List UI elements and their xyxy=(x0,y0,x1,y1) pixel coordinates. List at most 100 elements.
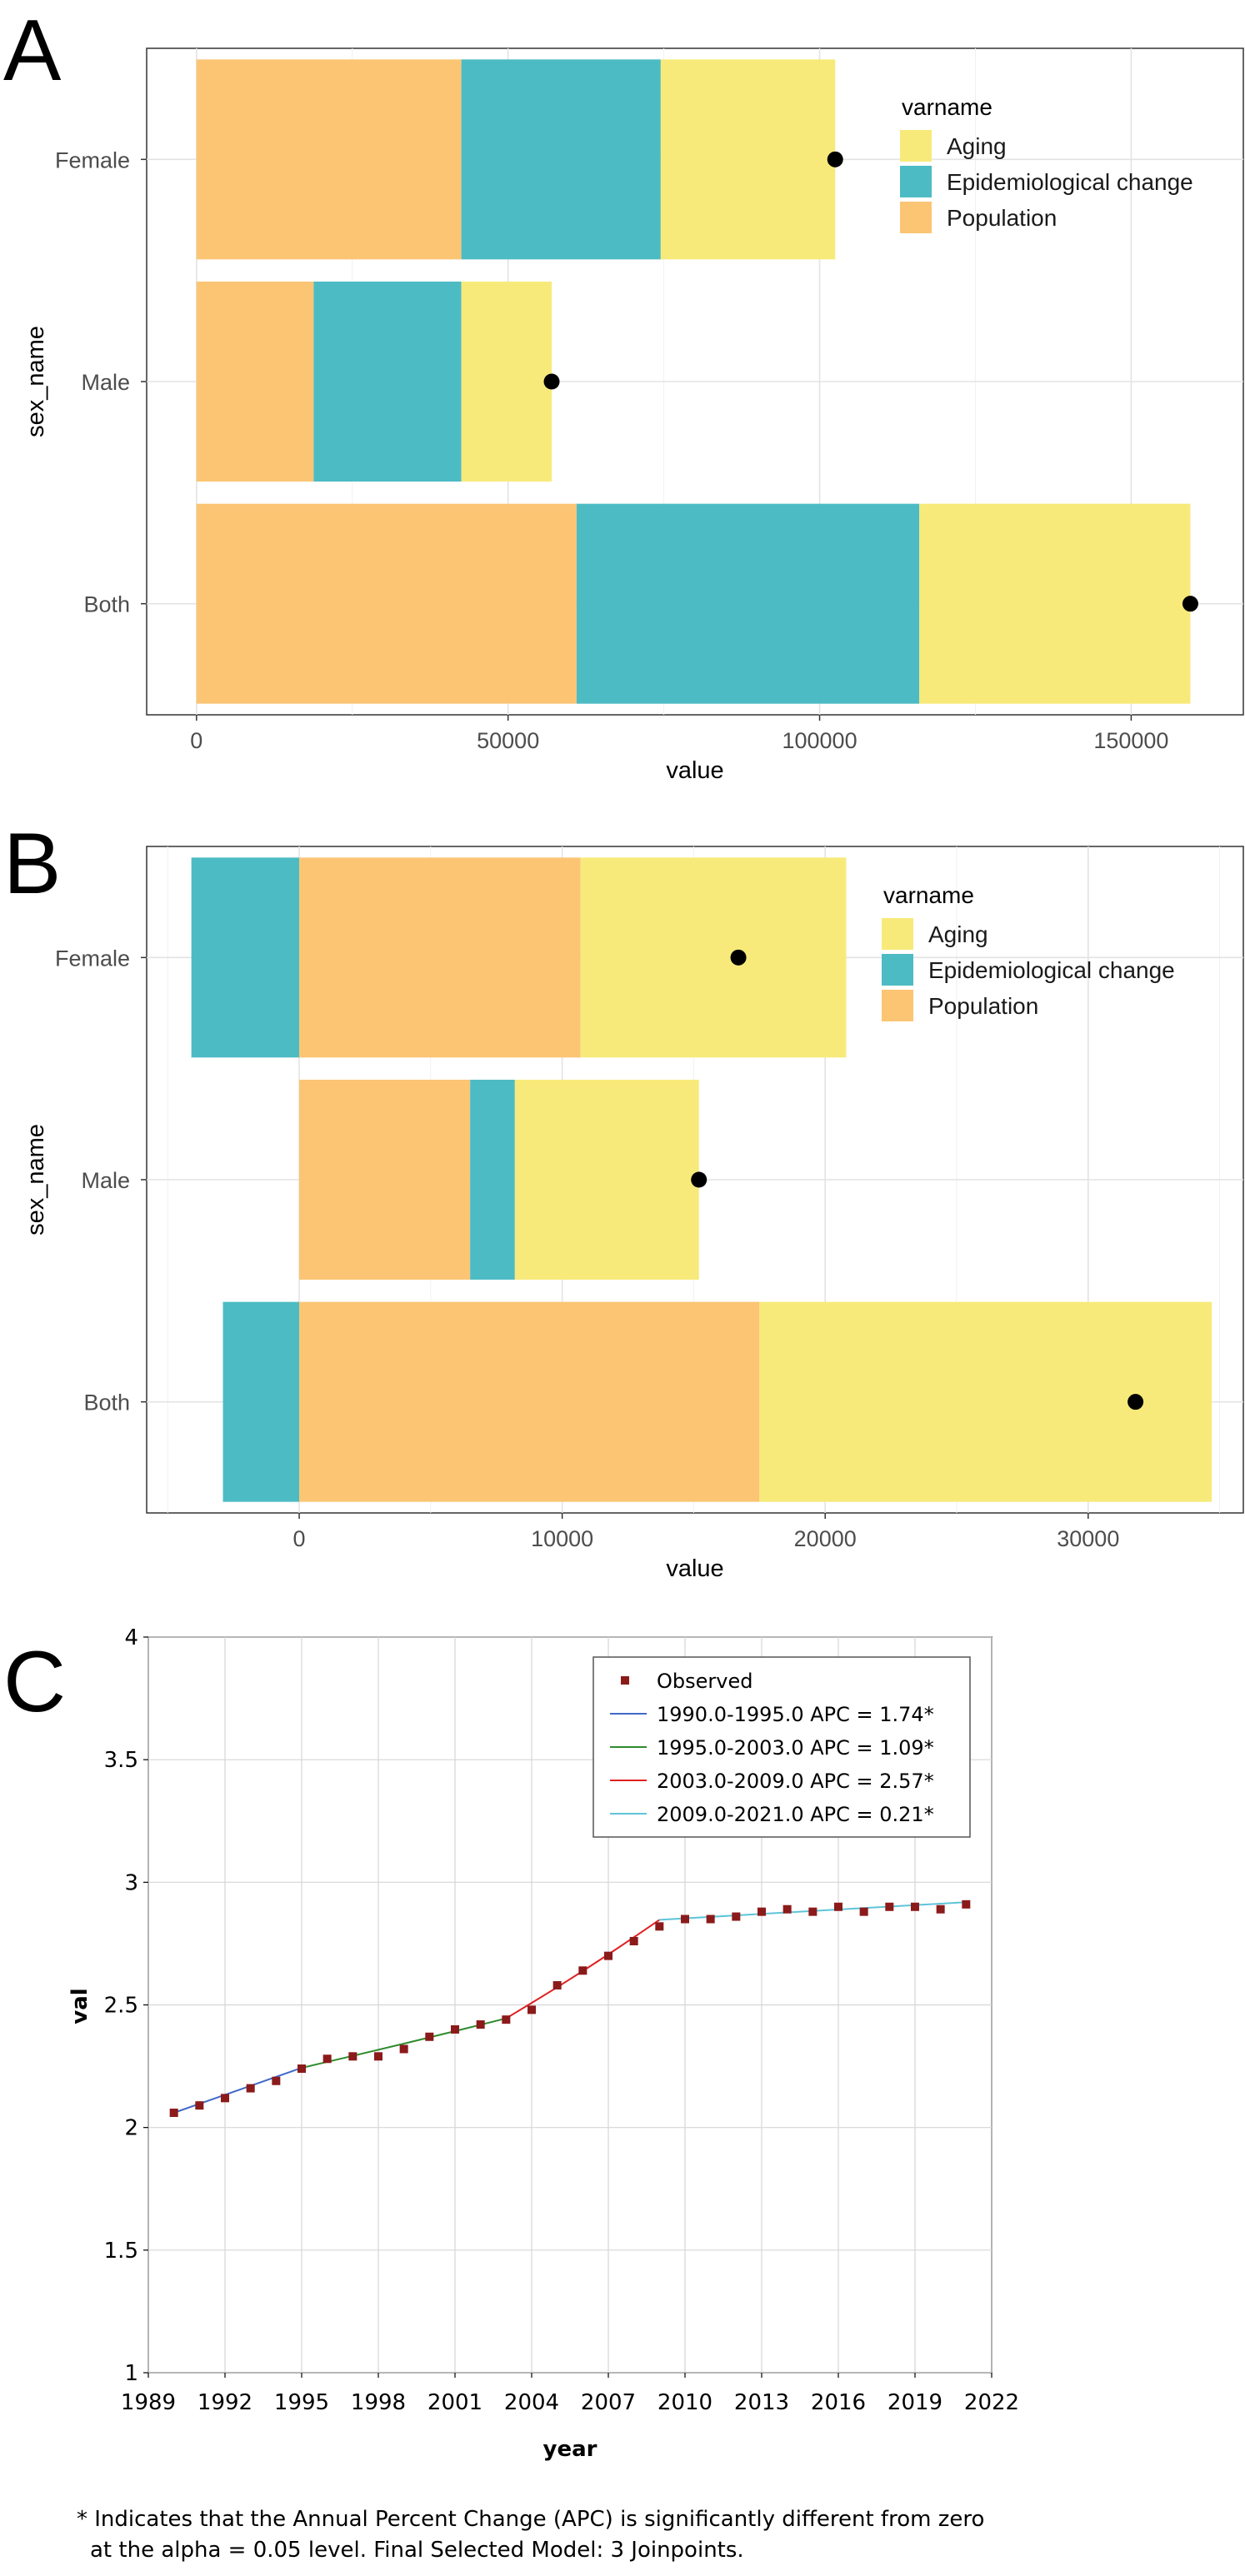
panel-c-letter: C xyxy=(3,1634,66,1730)
panel-b-x-ticks: 0 10000 20000 30000 xyxy=(293,1513,1119,1551)
c-x-tick-label: 2010 xyxy=(658,2390,712,2415)
x-tick-label: 50000 xyxy=(477,728,539,753)
c-x-tick-label: 1995 xyxy=(274,2390,329,2415)
observed-point xyxy=(962,1900,971,1909)
legend-label: Observed xyxy=(657,1670,752,1693)
x-tick-label: 30000 xyxy=(1057,1526,1119,1551)
legend-label: 2003.0-2009.0 APC = 2.57* xyxy=(657,1770,934,1793)
y-tick-label: Female xyxy=(55,147,130,172)
x-tick-label: 20000 xyxy=(794,1526,857,1551)
legend-label: 1990.0-1995.0 APC = 1.74* xyxy=(657,1703,934,1726)
observed-point xyxy=(246,2084,255,2093)
bar-segment-both-aging xyxy=(919,503,1191,704)
panel-a-legend: varname Aging Epidemiological change Popul… xyxy=(900,94,1193,233)
panel-c-y-ticks: 1 1.5 2 2.5 3 3.5 4 xyxy=(104,1625,148,2386)
panel-c-x-axis-title: year xyxy=(543,2437,598,2462)
panel-c: C 1 1.5 2 2.5 3 3.5 4 1989 1992 1995 1998 2001 2004… xyxy=(3,1625,1019,2563)
panel-c-observed-points xyxy=(169,1900,971,2118)
y-tick-label: Both xyxy=(83,1390,130,1415)
legend-label: Aging xyxy=(928,921,988,947)
trend-segment-2 xyxy=(301,2017,507,2069)
observed-point xyxy=(782,1905,792,1914)
legend-swatch-population xyxy=(882,990,913,1021)
c-y-tick-label: 3 xyxy=(124,1870,138,1895)
panel-c-legend: Observed 1990.0-1995.0 APC = 1.74* 1995.0-… xyxy=(592,1656,971,1838)
bar-segment-both-population xyxy=(299,1301,760,1502)
legend-observed-marker xyxy=(621,1676,629,1685)
c-x-tick-label: 2013 xyxy=(734,2390,789,2415)
panel-b-letter: B xyxy=(3,816,61,912)
bar-segment-female-population xyxy=(299,857,581,1058)
y-tick-label: Male xyxy=(81,370,130,395)
panel-a-x-ticks: 0 50000 100000 150000 xyxy=(190,715,1168,753)
legend-label: Epidemiological change xyxy=(928,957,1175,983)
bar-segment-both-aging xyxy=(759,1301,1212,1502)
observed-point xyxy=(706,1915,715,1924)
bar-segment-female-epidemiological-change xyxy=(461,59,661,260)
c-x-tick-label: 2016 xyxy=(811,2390,866,2415)
observed-point xyxy=(758,1907,766,1916)
legend-swatch-epidemiological-change xyxy=(882,954,913,986)
observed-point xyxy=(195,2101,204,2110)
observed-point xyxy=(476,2020,485,2029)
observed-point xyxy=(348,2052,358,2061)
c-y-tick-label: 1.5 xyxy=(104,2239,138,2264)
legend-label: Aging xyxy=(947,133,1007,159)
bar-segment-male-epidemiological-change xyxy=(470,1080,515,1280)
bar-segment-male-epidemiological-change xyxy=(313,282,462,482)
panel-a-y-ticks: Female Male Both xyxy=(55,147,147,617)
c-y-tick-label: 4 xyxy=(124,1625,138,1650)
panel-a-bars xyxy=(196,59,1191,704)
observed-point xyxy=(169,2109,178,2118)
panel-b-legend-title: varname xyxy=(883,882,974,908)
total-point-male xyxy=(543,373,560,390)
bar-segment-female-aging xyxy=(580,857,847,1058)
x-tick-label: 100000 xyxy=(782,728,857,753)
legend-swatch-aging xyxy=(900,130,932,162)
observed-point xyxy=(859,1907,868,1916)
y-tick-label: Female xyxy=(55,946,130,971)
c-x-tick-label: 2001 xyxy=(428,2390,482,2415)
legend-label: 1995.0-2003.0 APC = 1.09* xyxy=(657,1736,934,1760)
legend-swatch-aging xyxy=(882,918,913,950)
c-y-tick-label: 2 xyxy=(124,2116,138,2141)
c-x-tick-label: 1992 xyxy=(198,2390,252,2415)
c-x-tick-label: 1989 xyxy=(121,2390,176,2415)
observed-point xyxy=(885,1902,894,1911)
bar-segment-male-aging xyxy=(461,282,552,482)
observed-point xyxy=(578,1966,588,1975)
panel-b-bars xyxy=(191,857,1212,1502)
total-point-female xyxy=(827,151,843,167)
legend-label: Epidemiological change xyxy=(947,169,1193,195)
total-point-both xyxy=(1128,1394,1144,1410)
panel-a: A Female Male Both 0 50000 100000 150000 valu… xyxy=(3,2,1244,784)
c-y-tick-label: 1 xyxy=(124,2361,138,2386)
bar-segment-both-population xyxy=(196,503,577,704)
panel-a-letter: A xyxy=(3,2,62,99)
c-x-tick-label: 1998 xyxy=(351,2390,406,2415)
observed-point xyxy=(655,1922,664,1931)
observed-point xyxy=(272,2076,281,2085)
bar-segment-female-epidemiological-change xyxy=(191,857,300,1058)
panel-c-x-ticks: 1989 1992 1995 1998 2001 2004 2007 2010 2013 2016… xyxy=(121,2373,1019,2415)
panel-b-legend: varname Aging Epidemiological change Popul… xyxy=(882,882,1175,1021)
c-x-tick-label: 2019 xyxy=(888,2390,942,2415)
legend-swatch-epidemiological-change xyxy=(900,166,932,197)
panel-c-y-axis-title: val xyxy=(68,1988,92,2024)
panel-a-y-axis-title: sex_name xyxy=(22,326,49,437)
observed-point xyxy=(834,1902,842,1911)
panel-a-legend-title: varname xyxy=(902,94,992,120)
observed-point xyxy=(374,2052,382,2061)
footnote-line-1: * Indicates that the Annual Percent Chan… xyxy=(77,2507,984,2532)
panel-a-points xyxy=(543,151,1198,612)
observed-point xyxy=(298,2064,306,2074)
legend-swatch-population xyxy=(900,202,932,233)
observed-point xyxy=(399,2044,408,2054)
x-tick-label: 10000 xyxy=(531,1526,593,1551)
c-x-tick-label: 2004 xyxy=(504,2390,559,2415)
observed-point xyxy=(451,2024,459,2034)
panel-b-y-axis-title: sex_name xyxy=(22,1124,49,1236)
y-tick-label: Both xyxy=(83,592,130,617)
